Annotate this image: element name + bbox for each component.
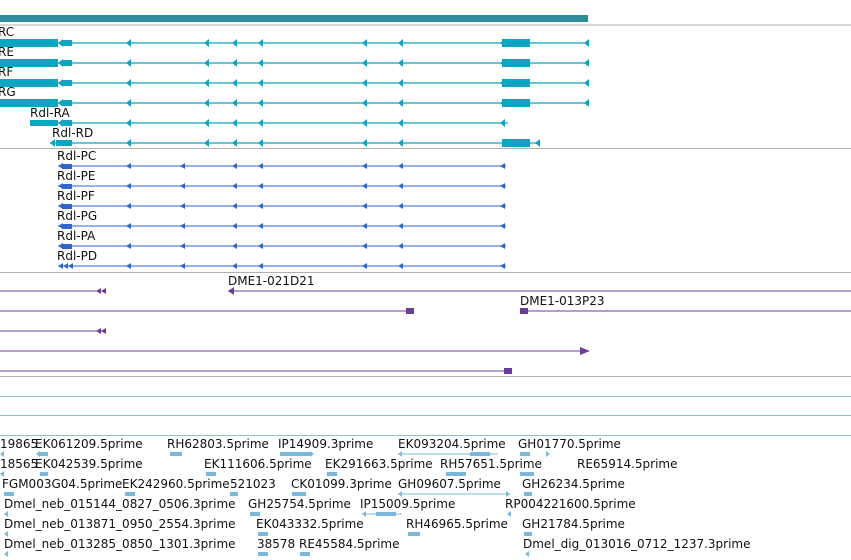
protein-row[interactable]: Rdl-PF: [57, 189, 506, 209]
transcript-label: RG: [0, 85, 16, 99]
est-row: 18565 EK042539.5prime EK111606.5prime EK…: [0, 457, 678, 477]
clone-row[interactable]: [0, 347, 590, 355]
est-row: Dmel_neb_013871_0950_2554.3prime EK04333…: [4, 517, 625, 537]
est-label[interactable]: RE45584.5prime: [299, 537, 400, 551]
transcript-row[interactable]: Rdl-RA: [30, 106, 508, 127]
est-glyphs: [4, 491, 532, 497]
protein-row[interactable]: Rdl-PA: [57, 229, 506, 249]
transcript-label: RE: [0, 45, 14, 59]
est-label[interactable]: Dmel_dig_013016_0712_1237.3prime: [523, 537, 751, 551]
est-glyphs: [4, 551, 529, 557]
clone-row[interactable]: DME1-021D21: [0, 274, 851, 295]
transcript-row[interactable]: Rdl-RD: [50, 126, 540, 147]
est-label[interactable]: Dmel_neb_013871_0950_2554.3prime: [4, 517, 236, 531]
est-row: FGM003G04.5prime EK242960.5prime 521023 …: [2, 477, 625, 497]
protein-row[interactable]: Rdl-PC: [57, 149, 506, 169]
region-scale-bar: [0, 15, 588, 22]
transcript-track: RC RE RF RG: [0, 25, 589, 147]
est-label[interactable]: 38578: [257, 537, 295, 551]
protein-label: Rdl-PA: [57, 229, 96, 243]
clone-row[interactable]: DME1-013P23: [0, 294, 851, 314]
est-label[interactable]: CK01099.3prime: [291, 477, 392, 491]
est-label[interactable]: 18565: [0, 457, 38, 471]
protein-row[interactable]: Rdl-PE: [57, 169, 506, 189]
est-label[interactable]: Dmel_neb_015144_0827_0506.3prime: [4, 497, 236, 511]
est-label[interactable]: EK093204.5prime: [398, 437, 506, 451]
est-glyphs: [0, 451, 550, 457]
transcript-row[interactable]: RC: [0, 25, 589, 47]
est-label[interactable]: GH09607.5prime: [398, 477, 501, 491]
transcript-row[interactable]: RG: [0, 85, 589, 107]
est-label[interactable]: IP15009.5prime: [360, 497, 455, 511]
clone-label: DME1-013P23: [520, 294, 605, 308]
est-label[interactable]: EK043332.5prime: [256, 517, 364, 531]
est-row: Dmel_neb_013285_0850_1301.3prime 38578 R…: [4, 537, 751, 557]
est-label[interactable]: 521023: [230, 477, 276, 491]
est-label[interactable]: EK291663.5prime: [325, 457, 433, 471]
est-row: 19865 EK061209.5prime RH62803.5prime IP1…: [0, 437, 621, 457]
est-label[interactable]: FGM003G04.5prime: [2, 477, 122, 491]
est-label[interactable]: RH57651.5prime: [440, 457, 542, 471]
est-label[interactable]: GH01770.5prime: [518, 437, 621, 451]
est-label[interactable]: RH62803.5prime: [167, 437, 269, 451]
transcript-row[interactable]: RE: [0, 45, 589, 67]
protein-label: Rdl-PE: [57, 169, 95, 183]
transcript-label: Rdl-RA: [30, 106, 70, 120]
est-label[interactable]: IP14909.3prime: [278, 437, 373, 451]
est-row: Dmel_neb_015144_0827_0506.3prime GH25754…: [4, 497, 636, 517]
est-glyphs: [4, 511, 511, 517]
clone-row[interactable]: [0, 328, 106, 334]
est-label[interactable]: RH46965.5prime: [406, 517, 508, 531]
est-label[interactable]: GH21784.5prime: [522, 517, 625, 531]
est-label[interactable]: GH26234.5prime: [522, 477, 625, 491]
est-label[interactable]: EK242960.5prime: [122, 477, 230, 491]
est-glyphs: [0, 471, 534, 477]
est-label[interactable]: RP004221600.5prime: [505, 497, 636, 511]
protein-label: Rdl-PF: [57, 189, 95, 203]
clone-label: DME1-021D21: [228, 274, 315, 288]
protein-label: Rdl-PC: [57, 149, 96, 163]
est-label[interactable]: EK042539.5prime: [35, 457, 143, 471]
est-label[interactable]: GH25754.5prime: [248, 497, 351, 511]
protein-label: Rdl-PD: [57, 249, 97, 263]
est-glyphs: [4, 531, 532, 537]
clone-track: DME1-021D21 DME1-013P23: [0, 274, 851, 374]
transcript-label: RF: [0, 65, 13, 79]
transcript-label: RC: [0, 25, 14, 39]
clone-row[interactable]: [0, 368, 512, 374]
est-label[interactable]: EK111606.5prime: [204, 457, 312, 471]
est-label[interactable]: EK061209.5prime: [35, 437, 143, 451]
protein-row[interactable]: Rdl-PD: [57, 249, 506, 269]
est-label[interactable]: 19865: [0, 437, 38, 451]
transcript-label: Rdl-RD: [52, 126, 93, 140]
protein-label: Rdl-PG: [57, 209, 97, 223]
est-label[interactable]: RE65914.5prime: [577, 457, 678, 471]
transcript-row[interactable]: RF: [0, 65, 589, 87]
protein-row[interactable]: Rdl-PG: [57, 209, 506, 229]
est-track: 19865 EK061209.5prime RH62803.5prime IP1…: [0, 437, 751, 557]
est-label[interactable]: Dmel_neb_013285_0850_1301.3prime: [4, 537, 236, 551]
protein-track: Rdl-PC Rdl-PE Rdl-PF Rdl-PG Rdl-PA: [57, 149, 506, 269]
